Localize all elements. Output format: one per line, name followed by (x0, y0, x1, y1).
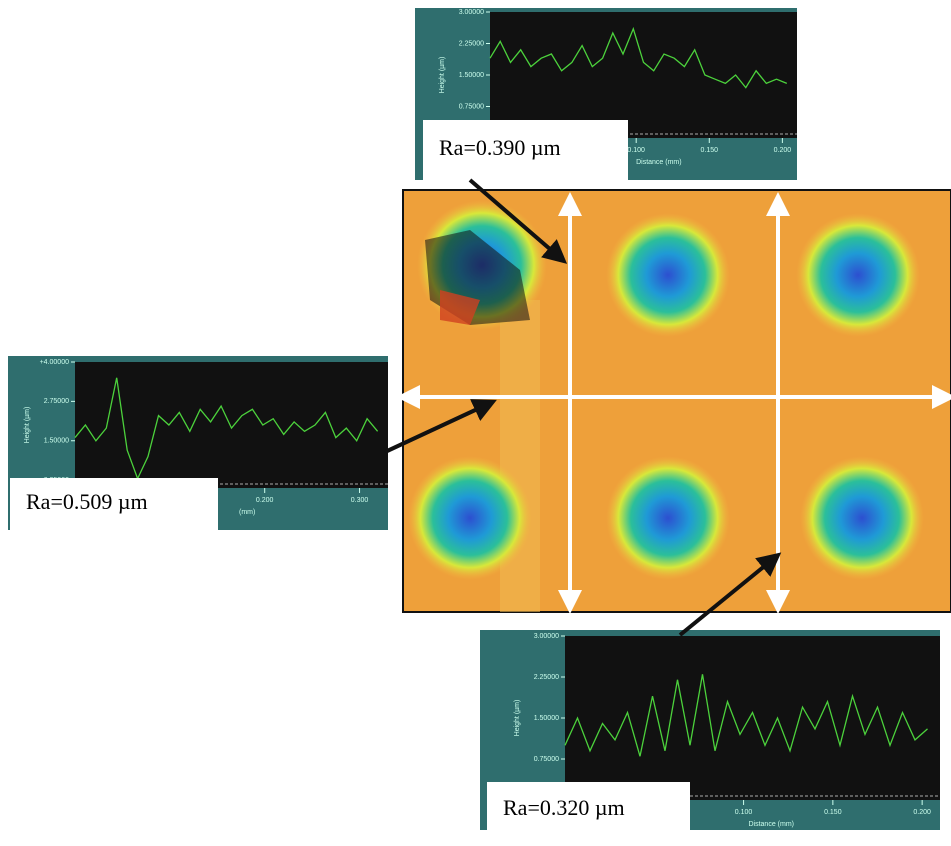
y-tick-label: 3.00000 (459, 9, 484, 16)
x-tick-label: 0.200 (774, 147, 792, 154)
x-axis-label: (mm) (239, 509, 255, 516)
y-axis-label: Height (µm) (24, 407, 31, 444)
y-tick-label: 1.50000 (534, 715, 559, 722)
y-tick-label: +4.00000 (40, 359, 69, 366)
y-tick-label: 0.75000 (534, 756, 559, 763)
x-tick-label: 0.300 (351, 497, 369, 504)
plot-area (565, 636, 940, 800)
y-axis-label: Height (µm) (514, 700, 521, 737)
x-axis-label: Distance (mm) (748, 821, 794, 828)
surface-map (403, 190, 951, 612)
x-axis-label: Distance (mm) (636, 159, 682, 166)
x-tick-label: 0.100 (735, 809, 753, 816)
ra-label: Ra=0.509 µm (26, 489, 148, 514)
y-tick-label: 1.50000 (459, 72, 484, 79)
profile-panel: 3.00000 2.25000 1.50000 0.75000 0.100 0.150 0.… (480, 630, 940, 838)
y-tick-label: 2.25000 (459, 40, 484, 47)
profile-panel: 3.00000 2.25000 1.50000 0.75000 0.100 0.150 0.… (415, 8, 797, 180)
y-tick-label: 1.50000 (44, 438, 69, 445)
x-tick-label: 0.150 (824, 809, 842, 816)
x-tick-label: 0.100 (627, 147, 645, 154)
y-tick-label: 3.00000 (534, 633, 559, 640)
plot-area (490, 12, 797, 138)
ra-label: Ra=0.320 µm (503, 795, 625, 820)
x-tick-label: 0.150 (701, 147, 719, 154)
profile-panel: +4.000002.750001.500000.250000.1000.2000… (8, 356, 388, 530)
y-tick-label: 2.25000 (534, 674, 559, 681)
y-axis-label: Height (µm) (439, 57, 446, 94)
figure: 3.00000 2.25000 1.50000 0.75000 0.100 0.150 0.… (0, 0, 951, 841)
y-tick-label: 2.75000 (44, 398, 69, 405)
y-tick-label: 0.75000 (459, 103, 484, 110)
plot-area (75, 362, 388, 488)
x-tick-label: 0.200 (913, 809, 931, 816)
ra-label: Ra=0.390 µm (439, 135, 561, 160)
x-tick-label: 0.200 (256, 497, 274, 504)
